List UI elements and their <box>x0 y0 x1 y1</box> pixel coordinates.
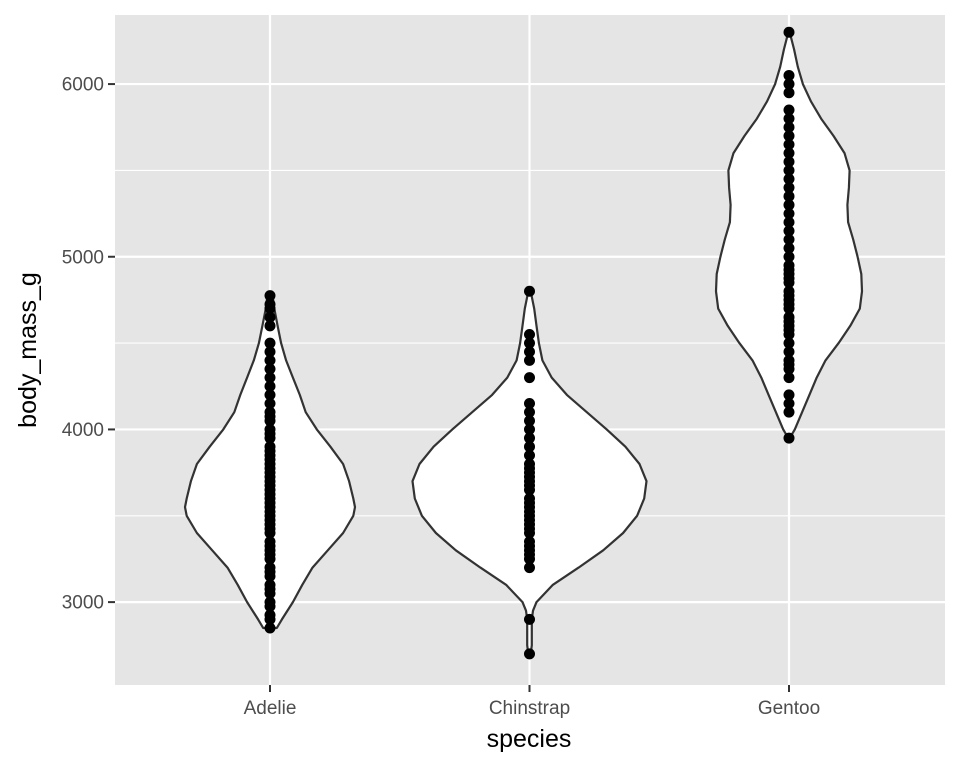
data-point-gentoo <box>783 199 795 211</box>
data-point-gentoo <box>783 225 795 237</box>
data-point-adelie <box>264 441 276 453</box>
y-tick-label: 6000 <box>62 75 104 96</box>
data-point-chinstrap <box>524 613 535 625</box>
data-point-adelie <box>264 320 276 332</box>
data-point-adelie <box>264 311 276 323</box>
data-point-gentoo <box>783 406 795 418</box>
data-point-gentoo <box>783 398 795 410</box>
data-point-gentoo <box>783 311 795 323</box>
data-point-adelie <box>264 337 276 349</box>
data-point-gentoo <box>783 130 795 142</box>
data-point-gentoo <box>783 164 795 176</box>
data-point-chinstrap <box>524 562 535 574</box>
data-point-adelie <box>264 536 276 548</box>
data-point-chinstrap <box>524 458 535 470</box>
data-point-adelie <box>264 346 276 358</box>
data-point-gentoo <box>783 182 795 194</box>
data-point-adelie <box>264 372 276 384</box>
x-tick-label: Chinstrap <box>489 698 570 719</box>
data-point-adelie <box>264 609 276 621</box>
data-point-adelie <box>264 290 276 302</box>
data-point-adelie <box>264 380 276 392</box>
data-point-gentoo <box>783 259 795 271</box>
data-point-chinstrap <box>524 406 535 418</box>
y-tick-label: 4000 <box>62 420 104 441</box>
x-tick-label: Gentoo <box>758 698 820 719</box>
data-point-chinstrap <box>524 354 535 366</box>
data-point-chinstrap <box>524 346 535 358</box>
data-point-adelie <box>264 298 276 310</box>
data-point-gentoo <box>783 216 795 228</box>
data-point-adelie <box>264 622 276 634</box>
data-point-adelie <box>264 389 276 401</box>
data-point-gentoo <box>783 173 795 185</box>
data-point-chinstrap <box>524 648 535 660</box>
data-point-gentoo <box>783 69 795 81</box>
data-point-gentoo <box>783 354 795 366</box>
data-point-gentoo <box>783 208 795 220</box>
data-point-chinstrap <box>524 285 535 297</box>
x-tick-label: Adelie <box>244 698 297 719</box>
data-point-chinstrap <box>524 328 535 340</box>
y-axis-title: body_mass_g <box>14 272 42 428</box>
data-point-chinstrap <box>524 441 535 453</box>
data-point-gentoo <box>783 113 795 125</box>
data-point-chinstrap <box>524 337 535 349</box>
data-point-gentoo <box>783 87 795 99</box>
data-point-chinstrap <box>524 432 535 444</box>
data-point-chinstrap <box>524 493 535 505</box>
data-point-adelie <box>264 423 276 435</box>
data-point-gentoo <box>783 432 795 444</box>
data-point-adelie <box>264 562 276 574</box>
data-point-chinstrap <box>524 415 535 427</box>
data-point-chinstrap <box>524 536 535 548</box>
data-point-adelie <box>264 596 276 608</box>
data-point-gentoo <box>783 242 795 254</box>
data-point-gentoo <box>783 337 795 349</box>
data-point-gentoo <box>783 389 795 401</box>
data-point-adelie <box>264 354 276 366</box>
data-point-gentoo <box>783 233 795 245</box>
data-point-gentoo <box>783 147 795 159</box>
data-point-chinstrap <box>524 372 535 384</box>
data-point-gentoo <box>783 78 795 90</box>
y-tick-label: 5000 <box>62 247 104 268</box>
data-point-chinstrap <box>524 398 535 410</box>
data-point-adelie <box>264 579 276 591</box>
data-point-gentoo <box>783 251 795 263</box>
y-tick-label: 3000 <box>62 593 104 614</box>
data-point-gentoo <box>783 190 795 202</box>
data-point-adelie <box>264 406 276 418</box>
data-point-gentoo <box>783 285 795 297</box>
data-point-adelie <box>264 363 276 375</box>
data-point-adelie <box>264 398 276 410</box>
data-point-gentoo <box>783 139 795 151</box>
data-point-gentoo <box>783 26 795 38</box>
data-point-gentoo <box>783 121 795 133</box>
data-point-gentoo <box>783 104 795 116</box>
data-point-chinstrap <box>524 449 535 461</box>
data-point-gentoo <box>783 346 795 358</box>
x-axis-title: species <box>487 725 572 753</box>
data-point-chinstrap <box>524 423 535 435</box>
data-point-gentoo <box>783 372 795 384</box>
data-point-gentoo <box>783 156 795 168</box>
